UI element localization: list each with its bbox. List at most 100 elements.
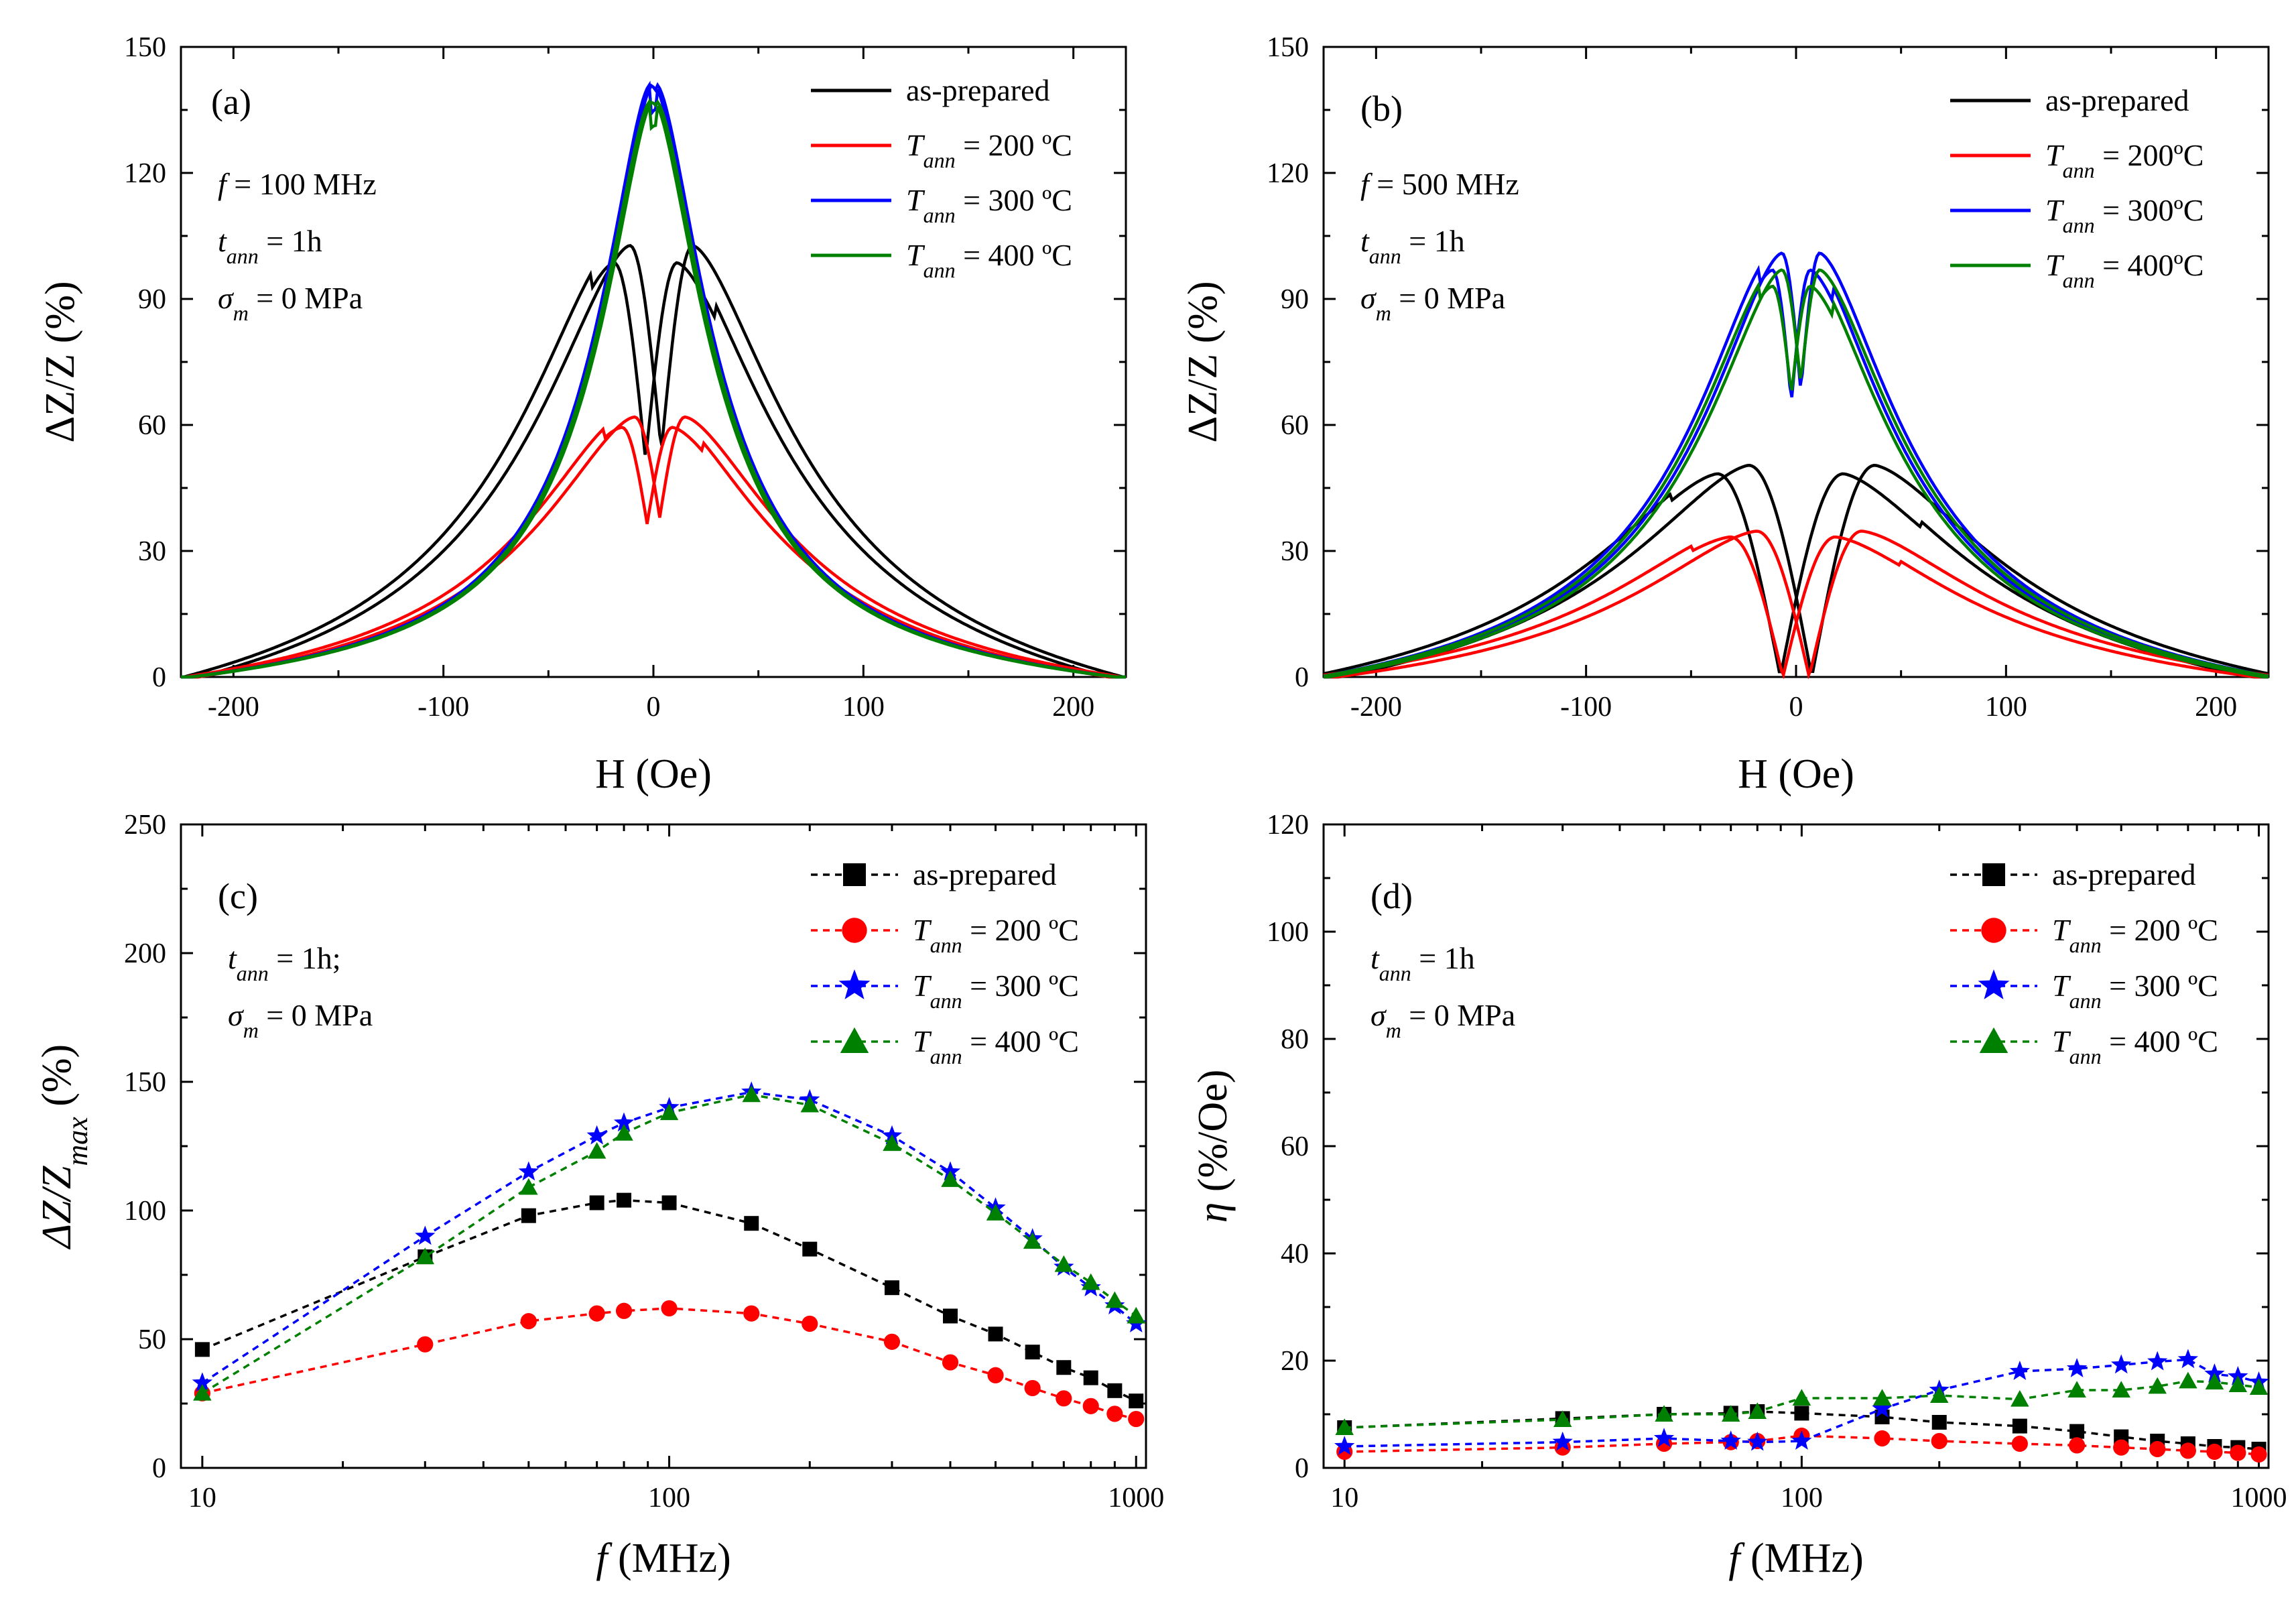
series-line-d-1 bbox=[1344, 1434, 2259, 1456]
legend-marker-d-3 bbox=[1979, 1027, 2008, 1053]
point-c-1-14 bbox=[1106, 1406, 1123, 1422]
point-c-0-7 bbox=[802, 1241, 818, 1257]
y-axis-label-b: ΔZ/Z (%) bbox=[1180, 281, 1226, 442]
annotation-a-2-sub: m bbox=[233, 301, 249, 325]
point-c-3-12 bbox=[1054, 1255, 1074, 1272]
legend-label-b-3-var: T bbox=[2045, 248, 2065, 282]
point-c-2-3 bbox=[586, 1125, 607, 1145]
annotation-c-1-rest: = 0 MPa bbox=[259, 998, 373, 1032]
legend-label-a-2-var: T bbox=[906, 183, 926, 217]
legend-label-c-2: Tann = 300 ºC bbox=[913, 969, 1079, 1013]
legend-label-d-1-sub: ann bbox=[2069, 933, 2102, 957]
point-c-3-0 bbox=[193, 1383, 212, 1401]
legend-label-d-1: Tann = 200 ºC bbox=[2052, 913, 2218, 957]
legend-label-b-1-sub: ann bbox=[2063, 158, 2095, 182]
point-c-0-2 bbox=[521, 1208, 536, 1223]
annotation-b-2-rest: = 0 MPa bbox=[1391, 281, 1505, 315]
legend-label-c-1-sub: ann bbox=[930, 933, 962, 957]
x-axis-label-b: H (Oe) bbox=[1738, 751, 1854, 797]
legend-label-b-2-sub: ann bbox=[2063, 213, 2095, 237]
x-tick-label: 100 bbox=[1781, 1483, 1823, 1513]
y-tick-label: 0 bbox=[152, 1453, 166, 1484]
point-c-3-13 bbox=[1081, 1273, 1100, 1290]
x-tick-label: -100 bbox=[1560, 692, 1612, 723]
point-c-0-5 bbox=[661, 1195, 677, 1210]
legend-label-d-2: Tann = 300 ºC bbox=[2052, 969, 2218, 1013]
point-c-1-13 bbox=[1082, 1398, 1099, 1414]
annotation-b-2: σm = 0 MPa bbox=[1360, 281, 1505, 325]
point-d-0-8 bbox=[2012, 1418, 2027, 1434]
point-d-2-5 bbox=[1791, 1430, 1812, 1450]
curve-b-3-fwd bbox=[1324, 268, 2269, 679]
point-d-1-15 bbox=[2250, 1446, 2267, 1463]
point-c-3-9 bbox=[941, 1170, 960, 1187]
point-d-1-10 bbox=[2113, 1439, 2130, 1456]
legend-label-b-2: Tann = 300ºC bbox=[2045, 193, 2204, 237]
y-tick-label: 0 bbox=[152, 662, 166, 693]
legend-label-b-2-rest: = 300ºC bbox=[2095, 193, 2204, 227]
legend-marker-c-2 bbox=[838, 969, 871, 999]
series-b bbox=[1323, 251, 2269, 680]
curve-a-0-fwd bbox=[181, 243, 1126, 679]
point-c-3-10 bbox=[986, 1204, 1005, 1221]
point-d-3-7 bbox=[1929, 1386, 1949, 1403]
legend-label-a-2-sub: ann bbox=[923, 203, 956, 227]
point-c-2-1 bbox=[415, 1225, 436, 1245]
legend-marker-d-1 bbox=[1981, 918, 2006, 943]
y-tick-label: 150 bbox=[124, 32, 166, 63]
annotation-a-2-rest: = 0 MPa bbox=[249, 281, 363, 315]
y-tick-label: 40 bbox=[1281, 1239, 1309, 1269]
legend-label-c-3: Tann = 400 ºC bbox=[913, 1024, 1079, 1068]
point-c-0-3 bbox=[589, 1195, 604, 1210]
point-d-0-9 bbox=[2069, 1424, 2085, 1439]
point-c-1-11 bbox=[1024, 1379, 1041, 1397]
point-c-0-13 bbox=[1083, 1370, 1098, 1385]
annotation-c-0: tann = 1h; bbox=[228, 941, 341, 985]
x-tick-label: 200 bbox=[2195, 692, 2237, 723]
panel-label-b: (b) bbox=[1360, 88, 1403, 129]
panel-a: -200 -100 0 100 200 0 30 60 90 120 150 (a) H (Oe)… bbox=[38, 32, 1127, 797]
y-tick-label: 200 bbox=[124, 938, 166, 969]
legend-label-d-0: as-prepared bbox=[2052, 857, 2196, 891]
point-c-2-4 bbox=[613, 1112, 635, 1132]
legend-label-a-2-rest: = 300 ºC bbox=[956, 183, 1072, 217]
point-c-1-10 bbox=[987, 1367, 1004, 1383]
legend-label-d-2-sub: ann bbox=[2069, 989, 2102, 1013]
point-d-2-0 bbox=[1334, 1436, 1355, 1455]
legend-label-c-1-rest: = 200 ºC bbox=[962, 913, 1079, 947]
annotation-c-1-var: σ bbox=[228, 998, 245, 1032]
legend-label-a-1-rest: = 200 ºC bbox=[956, 128, 1072, 162]
y-tick-label: 20 bbox=[1281, 1346, 1309, 1377]
point-d-3-12 bbox=[2179, 1371, 2197, 1389]
panel-b: -200 -100 0 100 200 0 30 60 90 120 150 (b) H (Oe)… bbox=[1180, 32, 2270, 797]
legend-label-d-3-rest: = 400 ºC bbox=[2102, 1024, 2218, 1058]
point-c-2-2 bbox=[518, 1161, 539, 1181]
x-tick-label: 100 bbox=[842, 692, 885, 723]
point-c-3-15 bbox=[1127, 1306, 1145, 1324]
annotation-c: tann = 1h; σm = 0 MPa bbox=[228, 941, 373, 1042]
legend-label-b-1-var: T bbox=[2045, 138, 2065, 172]
x-tick-label: 10 bbox=[188, 1483, 216, 1513]
y-tick-label: 120 bbox=[1267, 158, 1309, 189]
x-ticks-a: -200 -100 0 100 200 bbox=[208, 47, 1094, 723]
point-c-0-14 bbox=[1107, 1383, 1123, 1398]
series-d bbox=[1334, 1349, 2269, 1463]
annotation-b-2-var: σ bbox=[1360, 281, 1377, 315]
series-line-c-0 bbox=[202, 1198, 1137, 1402]
series-line-c-3 bbox=[201, 1093, 1137, 1395]
y-ticks-d: 0 20 40 60 80 100 120 bbox=[1267, 810, 2269, 1484]
annotation-b-1-rest: = 1h bbox=[1401, 224, 1465, 258]
point-c-0-8 bbox=[884, 1280, 899, 1296]
annotation-d-1-var: σ bbox=[1370, 998, 1387, 1032]
annotation-a-1-rest: = 1h bbox=[259, 224, 322, 258]
point-d-3-5 bbox=[1792, 1389, 1811, 1406]
x-ticks-b: -200 -100 0 100 200 bbox=[1350, 47, 2237, 723]
y-tick-label: 90 bbox=[1281, 284, 1309, 315]
legend-label-d-3-sub: ann bbox=[2069, 1044, 2102, 1068]
x-tick-label: 1000 bbox=[1108, 1483, 1164, 1513]
annotation-b-1-var: t bbox=[1360, 224, 1370, 258]
x-tick-label: 0 bbox=[647, 692, 661, 723]
y-tick-label: 60 bbox=[1281, 1131, 1309, 1162]
